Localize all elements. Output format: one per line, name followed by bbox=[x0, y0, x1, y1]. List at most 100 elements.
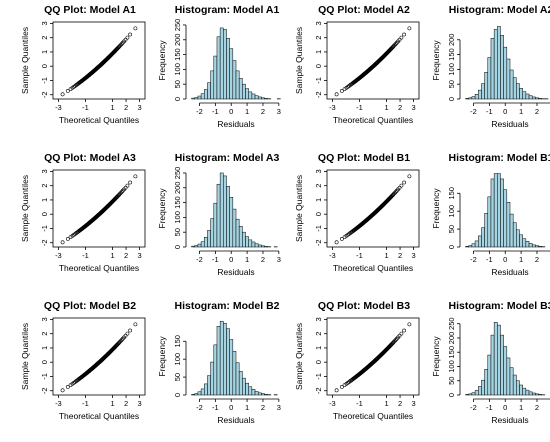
qq-point bbox=[393, 41, 398, 46]
qq-plot-panel-11: QQ Plot: Model B3 -3 -1 1 2 3 -2 -1 0 1 2 3 Theoreti… bbox=[294, 300, 420, 421]
y-tick-label: -2 bbox=[314, 91, 323, 98]
histogram-bar bbox=[481, 227, 485, 248]
y-tick-label: 2 bbox=[40, 36, 49, 40]
panel-title: Histogram: Model B1 bbox=[448, 152, 550, 164]
histogram-bar bbox=[506, 357, 511, 396]
histogram-bar bbox=[232, 351, 237, 396]
histogram-bar bbox=[528, 95, 533, 100]
histogram-bar bbox=[535, 97, 539, 100]
panel-title: Histogram: Model A3 bbox=[175, 152, 280, 164]
histogram-bar bbox=[500, 334, 504, 396]
plot-frame bbox=[326, 317, 420, 396]
histogram-panel-4: Histogram: Model A2-2-10123050100150200R… bbox=[431, 4, 550, 129]
qq-point bbox=[123, 185, 128, 190]
x-axis-label: Theoretical Quantiles bbox=[59, 411, 139, 421]
histogram-bar bbox=[245, 236, 249, 248]
qq-plot-panel-7: QQ Plot: Model B1 -3 -1 1 2 3 -2 -1 0 1 2 3 Theoreti… bbox=[294, 152, 420, 273]
histogram-bar bbox=[490, 334, 495, 396]
x-tick-label: -3 bbox=[55, 251, 62, 260]
histogram-bar bbox=[516, 83, 520, 100]
histogram-bar bbox=[506, 58, 511, 100]
histogram-bar bbox=[216, 325, 221, 396]
x-tick-label: -1 bbox=[82, 399, 89, 408]
y-tick-label: 0 bbox=[173, 245, 182, 249]
y-tick-label: 0 bbox=[40, 360, 49, 364]
qq-point bbox=[118, 190, 123, 195]
y-tick-label: 2 bbox=[314, 184, 323, 188]
histogram-bar bbox=[516, 380, 520, 396]
histogram-bar bbox=[254, 95, 259, 100]
y-tick-label: 150 bbox=[447, 187, 456, 200]
histogram-bar bbox=[213, 202, 218, 248]
histogram-bar bbox=[481, 379, 485, 396]
x-tick-label: 2 bbox=[398, 251, 402, 260]
qq-point bbox=[397, 37, 402, 42]
qq-point bbox=[118, 338, 123, 343]
y-axis-label: Frequency bbox=[157, 40, 167, 81]
histogram-bar bbox=[471, 392, 476, 396]
x-axis-label: Theoretical Quantiles bbox=[333, 263, 413, 273]
histogram-bar bbox=[503, 346, 508, 396]
y-tick-label: 1 bbox=[314, 346, 323, 350]
histogram-bar bbox=[210, 70, 215, 100]
x-tick-label: -3 bbox=[55, 399, 62, 408]
qq-point bbox=[397, 333, 402, 338]
histogram-bar bbox=[465, 98, 470, 100]
histogram-bar bbox=[219, 320, 224, 396]
y-axis-label: Sample Quantiles bbox=[294, 27, 304, 94]
histogram-bar bbox=[487, 354, 492, 396]
histogram-bar bbox=[264, 98, 268, 100]
histogram-bar bbox=[509, 69, 514, 100]
qq-point bbox=[392, 42, 397, 47]
x-tick-label: -1 bbox=[486, 403, 493, 412]
qq-point bbox=[399, 183, 404, 188]
histogram-bar bbox=[484, 213, 489, 248]
y-tick-label: 100 bbox=[447, 360, 456, 373]
x-tick-label: 1 bbox=[519, 403, 523, 412]
histogram-bar bbox=[493, 322, 498, 396]
y-tick-label: 1 bbox=[314, 50, 323, 54]
histogram-bar bbox=[538, 394, 542, 396]
y-tick-label: 2 bbox=[314, 36, 323, 40]
x-tick-label: -1 bbox=[356, 399, 363, 408]
y-tick-label: 100 bbox=[173, 211, 182, 224]
y-tick-label: 0 bbox=[173, 393, 182, 397]
y-tick-label: 0 bbox=[314, 360, 323, 364]
plot-frame bbox=[52, 169, 146, 248]
y-tick-label: 100 bbox=[173, 63, 182, 76]
histogram-bar bbox=[503, 46, 508, 100]
histogram-bar bbox=[229, 48, 234, 100]
y-tick-label: -1 bbox=[40, 225, 49, 232]
histogram-bar bbox=[493, 173, 498, 248]
histogram-panel-10: Histogram: Model B2 -2 -1 0 1 2 3 0 50 100 150 Resi… bbox=[157, 300, 281, 425]
y-tick-label: 250 bbox=[173, 167, 182, 180]
qq-point bbox=[128, 328, 133, 333]
histogram-bar bbox=[471, 96, 476, 100]
histogram-bar bbox=[238, 371, 243, 396]
y-axis-label: Sample Quantiles bbox=[20, 27, 30, 94]
histogram-bar bbox=[200, 388, 205, 396]
x-tick-label: 2 bbox=[261, 107, 265, 116]
histogram-bar bbox=[264, 246, 268, 248]
histogram-bar bbox=[261, 97, 265, 100]
histogram-bar bbox=[238, 226, 243, 248]
x-tick-label: 3 bbox=[277, 107, 281, 116]
panel-title: QQ Plot: Model B2 bbox=[44, 300, 136, 312]
panel-title: Histogram: Model B3 bbox=[448, 300, 550, 312]
histogram-bar bbox=[512, 222, 517, 248]
y-tick-label: 200 bbox=[173, 34, 182, 47]
x-tick-label: 2 bbox=[261, 255, 265, 264]
x-tick-label: -1 bbox=[212, 403, 219, 412]
x-axis-label: Residuals bbox=[491, 267, 528, 277]
histogram-bar bbox=[531, 96, 536, 100]
histogram-bar bbox=[254, 391, 259, 396]
histogram-panel-8: Histogram: Model B1-2-10123050100150Resi… bbox=[431, 152, 550, 277]
histogram-bar bbox=[506, 201, 511, 248]
x-tick-label: -2 bbox=[470, 403, 477, 412]
x-axis-label: Residuals bbox=[491, 119, 528, 129]
qq-point bbox=[123, 333, 128, 338]
x-tick-label: 2 bbox=[398, 103, 402, 112]
panel-title: QQ Plot: Model A1 bbox=[44, 4, 136, 16]
panel-title: QQ Plot: Model B3 bbox=[318, 300, 410, 312]
y-tick-label: 200 bbox=[447, 332, 456, 345]
